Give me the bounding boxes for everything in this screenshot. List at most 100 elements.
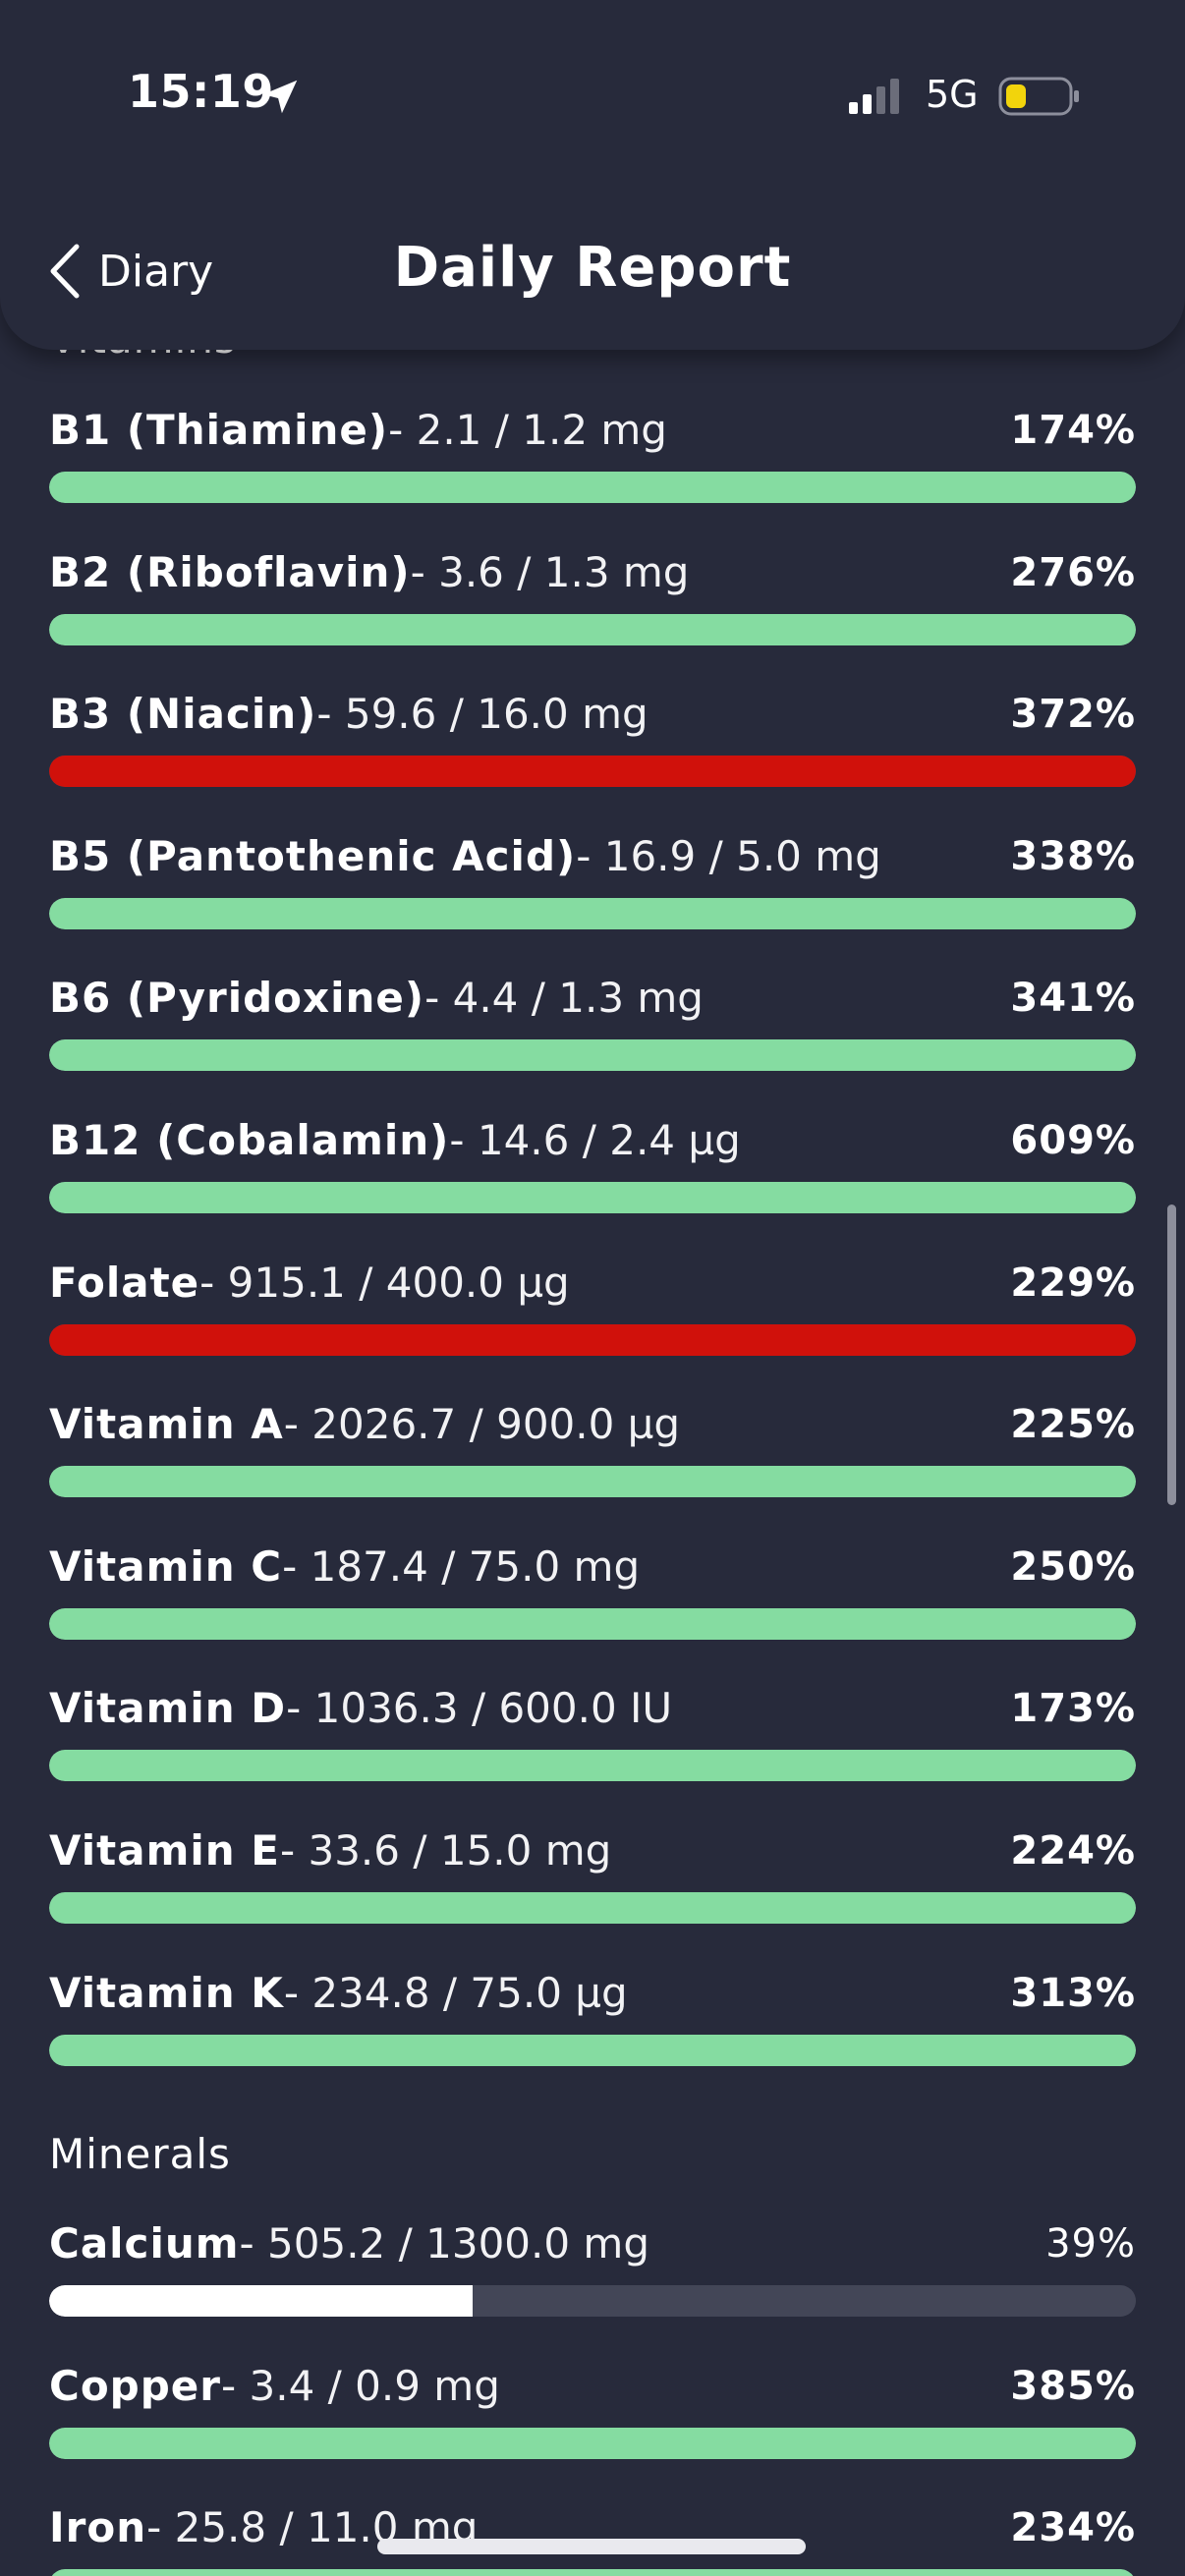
progress-bar [49, 2428, 1136, 2459]
page-title: Daily Report [393, 236, 792, 300]
progress-bar [49, 614, 1136, 645]
progress-bar [49, 1466, 1136, 1497]
header-bar: 15:19 5G Diary Daily Report [0, 0, 1185, 350]
nutrient-row[interactable]: Vitamin A- 2026.7 / 900.0 µg 225% [49, 1395, 1136, 1497]
nutrient-name: B5 (Pantothenic Acid) [49, 832, 577, 880]
nutrient-row[interactable]: B12 (Cobalamin)- 14.6 / 2.4 µg 609% [49, 1111, 1136, 1213]
progress-bar [49, 898, 1136, 929]
nutrient-row[interactable]: B1 (Thiamine)- 2.1 / 1.2 mg 174% [49, 401, 1136, 503]
location-arrow-icon [262, 80, 298, 114]
nutrient-label: B6 (Pyridoxine)- 4.4 / 1.3 mg [49, 969, 704, 1028]
nutrient-name: Vitamin K [49, 1969, 284, 2017]
nutrient-name: Copper [49, 2362, 222, 2410]
nutrient-row[interactable]: Vitamin C- 187.4 / 75.0 mg 250% [49, 1538, 1136, 1640]
nutrient-name: B1 (Thiamine) [49, 406, 389, 454]
nutrient-percent: 338% [1010, 834, 1136, 879]
nutrient-percent: 276% [1010, 550, 1136, 595]
nutrient-name: Calcium [49, 2219, 240, 2268]
progress-bar [49, 1039, 1136, 1071]
status-time: 15:19 [128, 65, 274, 118]
scroll-indicator[interactable] [1167, 1204, 1176, 1505]
nutrient-name: B3 (Niacin) [49, 690, 317, 738]
status-bar: 15:19 5G [0, 0, 1185, 196]
nutrient-row[interactable]: B3 (Niacin)- 59.6 / 16.0 mg 372% [49, 685, 1136, 787]
nutrient-name: B2 (Riboflavin) [49, 548, 411, 596]
nutrient-row[interactable]: B6 (Pyridoxine)- 4.4 / 1.3 mg 341% [49, 969, 1136, 1071]
nutrient-percent: 234% [1010, 2505, 1136, 2550]
progress-bar [49, 756, 1136, 787]
nutrient-amount: - 2026.7 / 900.0 µg [283, 1400, 681, 1448]
nutrient-row[interactable]: Calcium- 505.2 / 1300.0 mg 39% [49, 2214, 1136, 2317]
nutrient-label: Calcium- 505.2 / 1300.0 mg [49, 2214, 649, 2273]
nutrient-row[interactable]: Folate- 915.1 / 400.0 µg 229% [49, 1254, 1136, 1356]
progress-fill [49, 1039, 1136, 1071]
nutrient-percent: 229% [1010, 1260, 1136, 1306]
progress-fill [49, 1892, 1136, 1924]
progress-bar [49, 2569, 1136, 2576]
nutrient-label: B1 (Thiamine)- 2.1 / 1.2 mg [49, 401, 667, 460]
progress-fill [49, 1324, 1136, 1356]
nutrient-row[interactable]: B5 (Pantothenic Acid)- 16.9 / 5.0 mg 338% [49, 827, 1136, 929]
nutrient-label: Iron- 25.8 / 11.0 mg [49, 2498, 478, 2557]
nutrient-name: Vitamin D [49, 1684, 287, 1732]
nutrient-amount: - 2.1 / 1.2 mg [388, 406, 667, 454]
nutrient-percent: 385% [1010, 2364, 1136, 2409]
progress-fill [49, 1608, 1136, 1640]
nutrient-amount: - 1036.3 / 600.0 IU [286, 1684, 673, 1732]
progress-fill [49, 1750, 1136, 1781]
progress-bar [49, 1182, 1136, 1213]
nutrient-amount: - 33.6 / 15.0 mg [279, 1826, 612, 1875]
battery-icon [998, 77, 1079, 116]
nutrient-amount: - 14.6 / 2.4 µg [449, 1116, 741, 1164]
nutrient-amount: - 4.4 / 1.3 mg [424, 974, 704, 1022]
progress-fill [49, 898, 1136, 929]
nutrient-label: Vitamin D- 1036.3 / 600.0 IU [49, 1679, 672, 1738]
nutrient-label: Vitamin E- 33.6 / 15.0 mg [49, 1821, 611, 1880]
nutrient-percent: 224% [1010, 1828, 1136, 1874]
nutrient-amount: - 16.9 / 5.0 mg [576, 832, 881, 880]
nutrient-row[interactable]: Iron- 25.8 / 11.0 mg 234% [49, 2498, 1136, 2576]
network-label: 5G [926, 73, 979, 116]
nutrient-percent: 609% [1010, 1118, 1136, 1163]
nutrient-percent: 174% [1010, 408, 1136, 453]
nutrient-name: Vitamin C [49, 1542, 283, 1591]
nutrient-row[interactable]: Vitamin K- 234.8 / 75.0 µg 313% [49, 1964, 1136, 2066]
nutrient-amount: - 187.4 / 75.0 mg [282, 1542, 641, 1591]
nutrient-percent: 313% [1010, 1971, 1136, 2016]
nutrient-row[interactable]: Vitamin E- 33.6 / 15.0 mg 224% [49, 1821, 1136, 1924]
nutrient-name: B6 (Pyridoxine) [49, 974, 425, 1022]
progress-bar [49, 2285, 1136, 2317]
home-indicator[interactable] [377, 2539, 806, 2554]
nutrient-label: Vitamin C- 187.4 / 75.0 mg [49, 1538, 640, 1596]
back-button[interactable]: Diary [45, 236, 213, 307]
nutrient-label: Copper- 3.4 / 0.9 mg [49, 2357, 500, 2416]
nutrient-name: B12 (Cobalamin) [49, 1116, 450, 1164]
nutrient-name: Folate [49, 1259, 200, 1307]
progress-bar [49, 1750, 1136, 1781]
progress-bar [49, 1608, 1136, 1640]
nutrient-name: Vitamin E [49, 1826, 280, 1875]
progress-fill [49, 1466, 1136, 1497]
nutrient-amount: - 234.8 / 75.0 µg [283, 1969, 628, 2017]
chevron-left-icon [50, 244, 80, 299]
progress-bar [49, 2035, 1136, 2066]
nutrient-row[interactable]: Vitamin D- 1036.3 / 600.0 IU 173% [49, 1679, 1136, 1781]
nutrient-row[interactable]: Copper- 3.4 / 0.9 mg 385% [49, 2357, 1136, 2459]
nutrient-row[interactable]: B2 (Riboflavin)- 3.6 / 1.3 mg 276% [49, 543, 1136, 645]
nutrient-percent: 173% [1010, 1686, 1136, 1731]
cellular-signal-icon [849, 79, 899, 114]
nutrient-label: B12 (Cobalamin)- 14.6 / 2.4 µg [49, 1111, 741, 1170]
progress-bar [49, 1892, 1136, 1924]
progress-bar [49, 1324, 1136, 1356]
nutrient-amount: - 59.6 / 16.0 mg [316, 690, 649, 738]
section-heading: Minerals [49, 2130, 231, 2178]
progress-fill [49, 472, 1136, 503]
nutrient-label: Vitamin A- 2026.7 / 900.0 µg [49, 1395, 680, 1454]
nutrient-amount: - 505.2 / 1300.0 mg [239, 2219, 650, 2268]
nutrient-name: Vitamin A [49, 1400, 284, 1448]
nutrient-percent: 39% [1045, 2221, 1136, 2267]
nutrient-label: B5 (Pantothenic Acid)- 16.9 / 5.0 mg [49, 827, 881, 886]
nutrient-name: Iron [49, 2503, 147, 2551]
